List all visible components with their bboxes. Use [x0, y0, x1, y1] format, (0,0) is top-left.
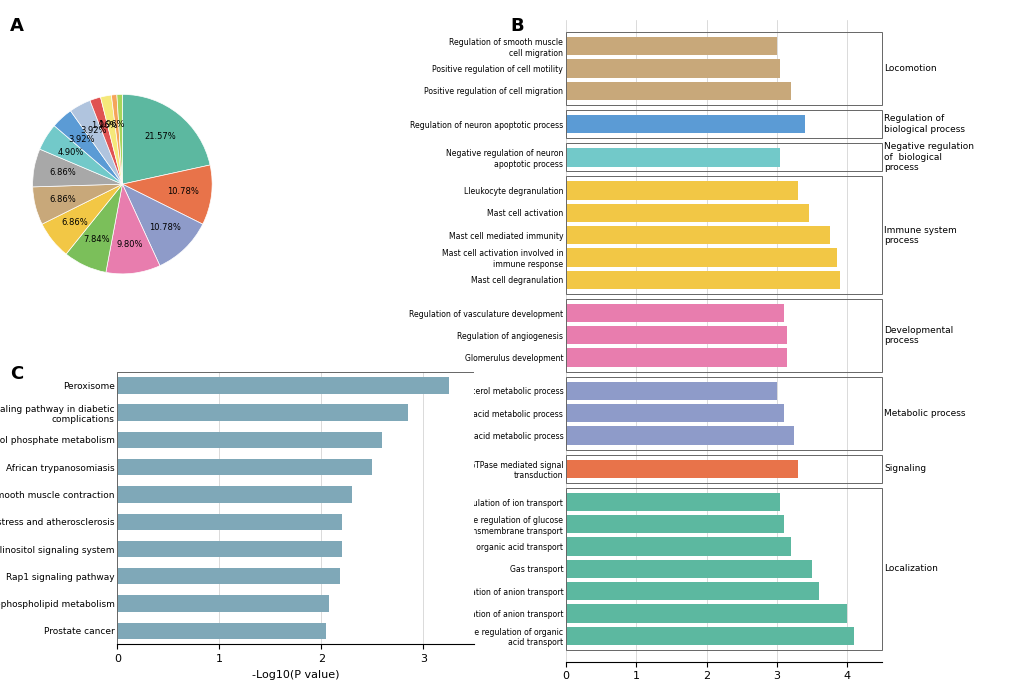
Wedge shape: [117, 94, 122, 184]
Wedge shape: [122, 165, 212, 224]
Wedge shape: [122, 94, 210, 184]
Wedge shape: [122, 184, 203, 266]
Bar: [566, 115, 804, 133]
Bar: [117, 377, 448, 394]
Bar: [566, 376, 881, 449]
Bar: [566, 582, 818, 600]
Text: 6.86%: 6.86%: [61, 218, 88, 227]
Wedge shape: [101, 95, 122, 184]
Bar: [566, 455, 881, 483]
X-axis label: -Log10(P value): -Log10(P value): [252, 670, 339, 680]
Text: 3.92%: 3.92%: [68, 134, 95, 143]
Wedge shape: [70, 100, 122, 184]
Bar: [566, 110, 881, 138]
Wedge shape: [90, 97, 122, 184]
Text: 7.84%: 7.84%: [84, 235, 110, 244]
Bar: [117, 595, 329, 612]
Wedge shape: [33, 184, 122, 224]
Bar: [566, 299, 881, 372]
Wedge shape: [42, 184, 122, 254]
Bar: [566, 248, 836, 267]
Wedge shape: [33, 149, 122, 187]
Text: 21.57%: 21.57%: [145, 132, 176, 141]
Text: Immune system
process: Immune system process: [883, 226, 956, 245]
Bar: [566, 326, 787, 344]
Text: 9.80%: 9.80%: [116, 240, 143, 249]
Wedge shape: [111, 95, 122, 184]
Bar: [117, 432, 382, 448]
Bar: [566, 537, 790, 556]
Text: 1.96%: 1.96%: [91, 121, 117, 130]
Bar: [566, 493, 780, 512]
Wedge shape: [106, 184, 160, 274]
Bar: [566, 382, 776, 400]
Bar: [117, 541, 341, 557]
Text: 1.96%: 1.96%: [98, 119, 124, 129]
Text: 10.78%: 10.78%: [149, 224, 180, 233]
Text: A: A: [10, 17, 24, 35]
Text: Localization: Localization: [883, 565, 936, 574]
Bar: [566, 204, 808, 222]
Bar: [566, 349, 787, 367]
Text: Negative regulation
of  biological
process: Negative regulation of biological proces…: [883, 143, 973, 173]
Bar: [566, 627, 853, 645]
Text: 6.86%: 6.86%: [50, 194, 76, 203]
Wedge shape: [54, 111, 122, 184]
Text: B: B: [510, 17, 523, 35]
Bar: [566, 515, 784, 533]
Bar: [566, 304, 784, 322]
Bar: [566, 604, 847, 623]
Bar: [117, 514, 341, 530]
Bar: [566, 37, 776, 55]
Bar: [566, 560, 811, 578]
Bar: [566, 488, 881, 650]
Bar: [566, 32, 881, 105]
Text: 6.86%: 6.86%: [49, 168, 75, 177]
Bar: [117, 404, 408, 421]
Wedge shape: [66, 184, 122, 272]
Bar: [117, 459, 372, 475]
Bar: [566, 181, 797, 200]
Text: C: C: [10, 365, 23, 383]
Text: 10.78%: 10.78%: [167, 187, 199, 196]
Bar: [566, 143, 881, 171]
Text: Locomotion: Locomotion: [883, 64, 935, 73]
Text: Metabolic process: Metabolic process: [883, 409, 964, 417]
Text: Developmental
process: Developmental process: [883, 325, 952, 345]
Text: 3.92%: 3.92%: [81, 126, 107, 135]
Bar: [117, 486, 352, 503]
Legend: Localization, Signaling, Metabolic process, Developmental process, Positive regu: Localization, Signaling, Metabolic proce…: [244, 76, 365, 292]
Bar: [566, 177, 881, 294]
Bar: [566, 226, 828, 244]
Wedge shape: [40, 125, 122, 184]
Bar: [566, 404, 784, 422]
Bar: [566, 271, 840, 289]
Bar: [566, 460, 797, 478]
Bar: [566, 82, 790, 100]
Text: 4.90%: 4.90%: [57, 147, 84, 156]
Bar: [566, 59, 780, 78]
Text: Signaling: Signaling: [883, 464, 925, 473]
Bar: [566, 148, 780, 166]
Bar: [566, 426, 794, 445]
Bar: [117, 623, 326, 639]
Text: Regulation of
biological process: Regulation of biological process: [883, 115, 964, 134]
Bar: [117, 568, 339, 584]
